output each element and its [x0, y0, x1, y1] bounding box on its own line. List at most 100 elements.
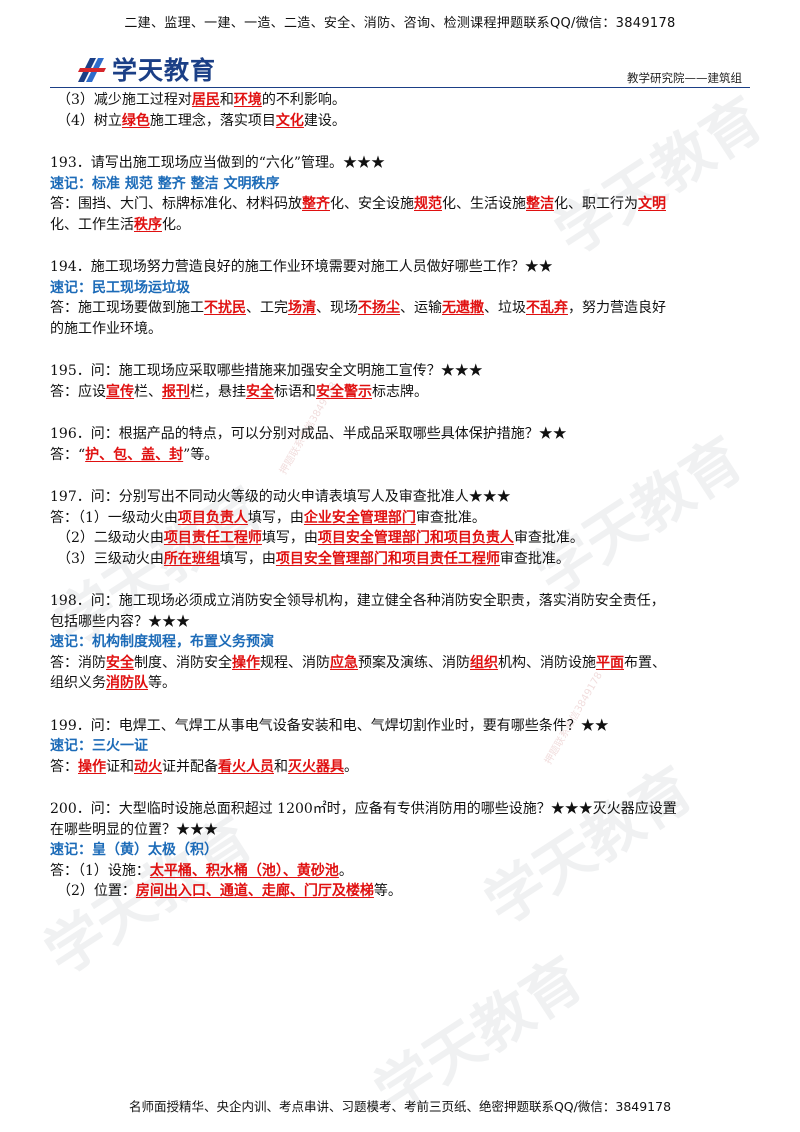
- header-divider: [50, 87, 750, 88]
- text-line: （2）二级动火由项目责任工程师填写，由项目安全管理部门和项目负责人审查批准。: [50, 528, 752, 549]
- key-term: 居民: [191, 92, 220, 108]
- text-run: 。: [344, 758, 358, 775]
- text-run: （2）位置：: [57, 883, 136, 899]
- mnemonic: 速记：标准 规范 整齐 整洁 文明秩序: [50, 175, 280, 192]
- key-term: 护、包、盖、封: [85, 446, 184, 463]
- text-line: 速记：民工现场运垃圾: [50, 278, 752, 299]
- text-run: 审查批准。: [513, 530, 584, 546]
- text-line: 195．问：施工现场应采取哪些措施来加强安全文明施工宣传？★★★: [50, 361, 752, 382]
- text-run: 栏、: [134, 383, 162, 400]
- text-run: ”等。: [183, 446, 219, 463]
- text-run: 197．问：分别写出不同动火等级的动火申请表填写人及审查批准人★★★: [50, 489, 511, 505]
- logo-icon: [78, 58, 106, 82]
- key-term: 平面: [596, 654, 624, 671]
- mnemonic: 速记：民工现场运垃圾: [50, 279, 190, 296]
- mnemonic: 速记：机构制度规程，布置义务预演: [50, 634, 274, 650]
- text-run: 化、安全设施: [330, 196, 414, 212]
- text-run: 预案及演练、消防: [358, 654, 470, 671]
- text-line: 的施工作业环境。: [50, 319, 752, 340]
- text-run: 标语和: [274, 383, 316, 400]
- text-run: 机构、消防设施: [498, 654, 596, 671]
- key-term: 秩序: [134, 216, 162, 233]
- text-run: 审查批准。: [499, 550, 570, 567]
- text-line: 答：（1）设施：太平桶、积水桶（池）、黄砂池。: [50, 861, 752, 882]
- key-term: 绿色: [121, 112, 150, 129]
- key-term: 太平桶、积水桶（池）、黄砂池: [149, 862, 339, 879]
- text-run: （3）三级动火由: [57, 550, 164, 567]
- key-term: 不扰民: [204, 300, 246, 316]
- footer-contact-text: 名师面授精华、央企内训、考点串讲、习题模考、考前三页纸、绝密押题联系QQ/微信：…: [128, 1099, 672, 1114]
- key-term: 应急: [330, 654, 358, 671]
- text-run: 199．问：电焊工、气焊工从事电气设备安装和电、气焊切割作业时，要有哪些条件？★…: [50, 717, 609, 734]
- text-run: 、现场: [316, 300, 358, 316]
- text-run: 答：: [50, 758, 78, 775]
- text-run: ，努力营造良好: [568, 300, 666, 316]
- key-term: 环境: [233, 92, 262, 108]
- text-line: 答：操作证和动火证并配备看火人员和灭火器具。: [50, 757, 752, 778]
- text-run: 规程、消防: [260, 654, 330, 671]
- key-term: 安全: [246, 383, 274, 400]
- text-line: 答：（1）一级动火由项目负责人填写，由企业安全管理部门审查批准。: [50, 508, 752, 529]
- text-line: 化、工作生活秩序化。: [50, 215, 752, 236]
- text-line: 速记：机构制度规程，布置义务预演: [50, 632, 752, 653]
- text-run: 制度、消防安全: [134, 654, 232, 671]
- text-run: 答：应设: [50, 383, 106, 400]
- text-run: 包括哪些内容？★★★: [50, 613, 190, 630]
- text-line: 199．问：电焊工、气焊工从事电气设备安装和电、气焊切割作业时，要有哪些条件？★…: [50, 716, 752, 737]
- text-run: 和: [274, 758, 288, 775]
- text-line: 组织义务消防队等。: [50, 673, 752, 694]
- mnemonic: 速记：皇（黄）太极（积）: [50, 842, 218, 858]
- text-run: 填写，由: [219, 550, 276, 567]
- text-run: （3）减少施工过程对: [57, 92, 192, 108]
- text-run: 答：消防: [50, 654, 106, 671]
- key-term: 操作: [232, 654, 260, 671]
- text-run: 建设。: [303, 112, 346, 129]
- text-line: 答：围挡、大门、标牌标准化、材料码放整齐化、安全设施规范化、生活设施整洁化、职工…: [50, 194, 752, 215]
- text-line: 196．问：根据产品的特点，可以分别对成品、半成品采取哪些具体保护措施？★★: [50, 424, 752, 445]
- key-term: 企业安全管理部门: [303, 509, 416, 526]
- text-line: 答：应设宣传栏、报刊栏，悬挂安全标语和安全警示标志牌。: [50, 382, 752, 403]
- text-line: 包括哪些内容？★★★: [50, 612, 752, 633]
- text-line: 答：施工现场要做到施工不扰民、工完场清、现场不扬尘、运输无遗撒、垃圾不乱弃，努力…: [50, 298, 752, 319]
- text-line: （2）位置：房间出入口、通道、走廊、门厅及楼梯等。: [50, 881, 752, 902]
- text-run: 、运输: [400, 300, 442, 316]
- text-run: 证和: [106, 758, 134, 775]
- text-line: 194．施工现场努力营造良好的施工作业环境需要对施工人员做好哪些工作？★★: [50, 257, 752, 278]
- text-run: 。: [338, 862, 353, 879]
- text-run: 审查批准。: [415, 509, 486, 526]
- text-run: 答：（1）一级动火由: [50, 509, 178, 526]
- key-term: 报刊: [162, 383, 190, 400]
- text-run: 200．问：大型临时设施总面积超过 1200㎡时，应备有专供消防用的哪些设施？★…: [50, 801, 677, 817]
- text-line: 答：消防安全制度、消防安全操作规程、消防应急预案及演练、消防组织机构、消防设施平…: [50, 653, 752, 674]
- paragraph-gap: [50, 402, 752, 424]
- text-run: 化。: [162, 216, 190, 233]
- paragraph-gap: [50, 777, 752, 799]
- key-term: 房间出入口、通道、走廊、门厅及楼梯: [135, 883, 374, 899]
- key-term: 安全: [106, 654, 134, 671]
- text-run: 施工理念，落实项目: [149, 112, 276, 129]
- text-line: 速记：标准 规范 整齐 整洁 文明秩序: [50, 174, 752, 195]
- key-term: 动火: [134, 758, 162, 775]
- text-run: 证并配备: [162, 758, 218, 775]
- text-run: 布置、: [624, 654, 666, 671]
- paragraph-gap: [50, 131, 752, 153]
- key-term: 灭火器具: [288, 758, 344, 775]
- key-term: 场清: [288, 300, 316, 316]
- text-run: 的不利影响。: [261, 92, 346, 108]
- department-label: 教学研究院——建筑组: [627, 71, 742, 85]
- text-run: 198．问：施工现场必须成立消防安全领导机构，建立健全各种消防安全职责，落实消防…: [50, 593, 665, 609]
- text-run: 化、职工行为: [554, 196, 638, 212]
- paragraph-gap: [50, 235, 752, 257]
- paragraph-gap: [50, 694, 752, 716]
- key-term: 文化: [275, 112, 304, 129]
- paragraph-gap: [50, 569, 752, 591]
- key-term: 所在班组: [163, 550, 220, 567]
- text-run: 等。: [148, 675, 176, 691]
- key-term: 看火人员: [218, 758, 274, 775]
- text-line: 197．问：分别写出不同动火等级的动火申请表填写人及审查批准人★★★: [50, 487, 752, 508]
- document-body: （3）减少施工过程对居民和环境的不利影响。 （4）树立绿色施工理念，落实项目文化建…: [50, 90, 752, 902]
- text-line: （3）减少施工过程对居民和环境的不利影响。: [50, 90, 752, 111]
- text-line: 答：“护、包、盖、封”等。: [50, 445, 752, 466]
- key-term: 项目责任工程师: [163, 530, 262, 546]
- text-run: 195．问：施工现场应采取哪些措施来加强安全文明施工宣传？★★★: [50, 363, 483, 379]
